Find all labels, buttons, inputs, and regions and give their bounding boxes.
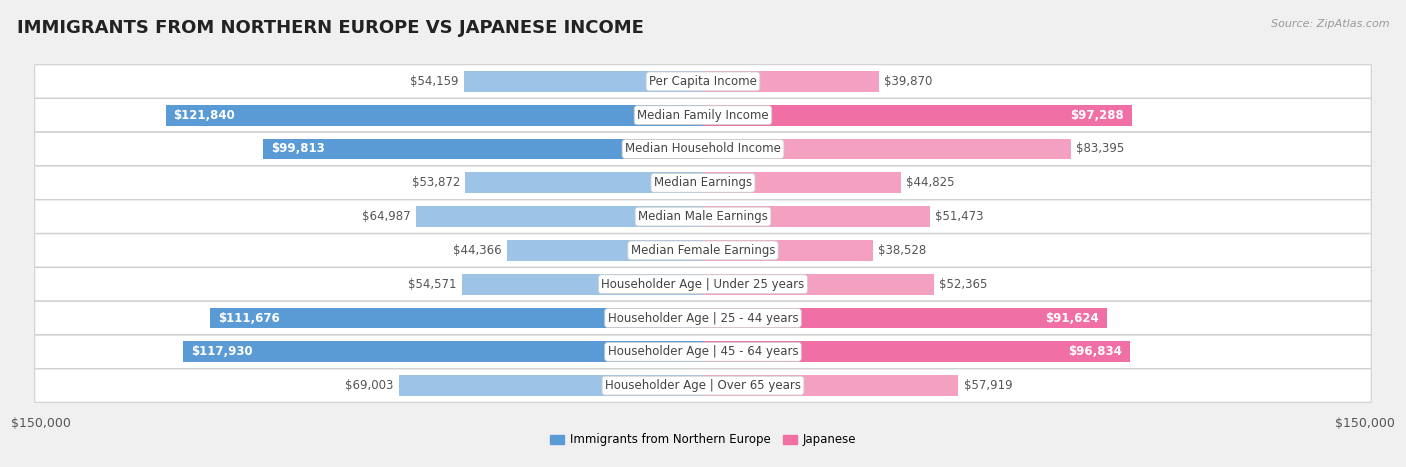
Text: $44,825: $44,825	[905, 177, 955, 189]
Text: $91,624: $91,624	[1046, 311, 1099, 325]
Bar	[416, 206, 703, 227]
Text: IMMIGRANTS FROM NORTHERN EUROPE VS JAPANESE INCOME: IMMIGRANTS FROM NORTHERN EUROPE VS JAPAN…	[17, 19, 644, 37]
FancyBboxPatch shape	[35, 99, 1371, 132]
Text: $97,288: $97,288	[1070, 109, 1125, 122]
Text: $54,159: $54,159	[411, 75, 458, 88]
FancyBboxPatch shape	[35, 301, 1371, 335]
Bar	[508, 240, 703, 261]
Text: $111,676: $111,676	[218, 311, 280, 325]
Text: $69,003: $69,003	[344, 379, 394, 392]
Text: Source: ZipAtlas.com: Source: ZipAtlas.com	[1271, 19, 1389, 28]
Text: Median Family Income: Median Family Income	[637, 109, 769, 122]
Bar	[183, 341, 703, 362]
Bar	[465, 172, 703, 193]
Bar	[703, 71, 879, 92]
Text: $64,987: $64,987	[363, 210, 411, 223]
Text: $99,813: $99,813	[271, 142, 325, 156]
Text: Householder Age | 25 - 44 years: Householder Age | 25 - 44 years	[607, 311, 799, 325]
FancyBboxPatch shape	[35, 64, 1371, 98]
Bar	[464, 71, 703, 92]
Text: Median Household Income: Median Household Income	[626, 142, 780, 156]
Bar	[703, 105, 1132, 126]
Bar	[703, 172, 901, 193]
Bar	[399, 375, 703, 396]
Text: $96,834: $96,834	[1069, 345, 1122, 358]
Text: $57,919: $57,919	[963, 379, 1012, 392]
Text: Median Male Earnings: Median Male Earnings	[638, 210, 768, 223]
Text: $54,571: $54,571	[409, 278, 457, 290]
Bar	[703, 274, 934, 295]
FancyBboxPatch shape	[35, 335, 1371, 368]
Text: Householder Age | Over 65 years: Householder Age | Over 65 years	[605, 379, 801, 392]
Text: Median Earnings: Median Earnings	[654, 177, 752, 189]
FancyBboxPatch shape	[35, 166, 1371, 199]
Legend: Immigrants from Northern Europe, Japanese: Immigrants from Northern Europe, Japanes…	[546, 429, 860, 451]
Text: $121,840: $121,840	[173, 109, 235, 122]
Text: $117,930: $117,930	[191, 345, 253, 358]
FancyBboxPatch shape	[35, 132, 1371, 166]
Text: Householder Age | Under 25 years: Householder Age | Under 25 years	[602, 278, 804, 290]
FancyBboxPatch shape	[35, 234, 1371, 267]
FancyBboxPatch shape	[35, 200, 1371, 234]
Bar	[211, 308, 703, 328]
Bar	[703, 206, 929, 227]
Bar	[703, 375, 959, 396]
Text: $38,528: $38,528	[879, 244, 927, 257]
Bar	[703, 308, 1107, 328]
FancyBboxPatch shape	[35, 268, 1371, 301]
Text: $39,870: $39,870	[884, 75, 932, 88]
Bar	[263, 139, 703, 159]
Text: Per Capita Income: Per Capita Income	[650, 75, 756, 88]
Text: $83,395: $83,395	[1076, 142, 1125, 156]
Bar	[703, 240, 873, 261]
Text: Householder Age | 45 - 64 years: Householder Age | 45 - 64 years	[607, 345, 799, 358]
Text: $52,365: $52,365	[939, 278, 987, 290]
FancyBboxPatch shape	[35, 369, 1371, 403]
Text: $53,872: $53,872	[412, 177, 460, 189]
Bar	[463, 274, 703, 295]
Text: $51,473: $51,473	[935, 210, 984, 223]
Bar	[703, 341, 1130, 362]
Text: $44,366: $44,366	[453, 244, 502, 257]
Bar	[703, 139, 1071, 159]
Text: Median Female Earnings: Median Female Earnings	[631, 244, 775, 257]
Bar	[166, 105, 703, 126]
